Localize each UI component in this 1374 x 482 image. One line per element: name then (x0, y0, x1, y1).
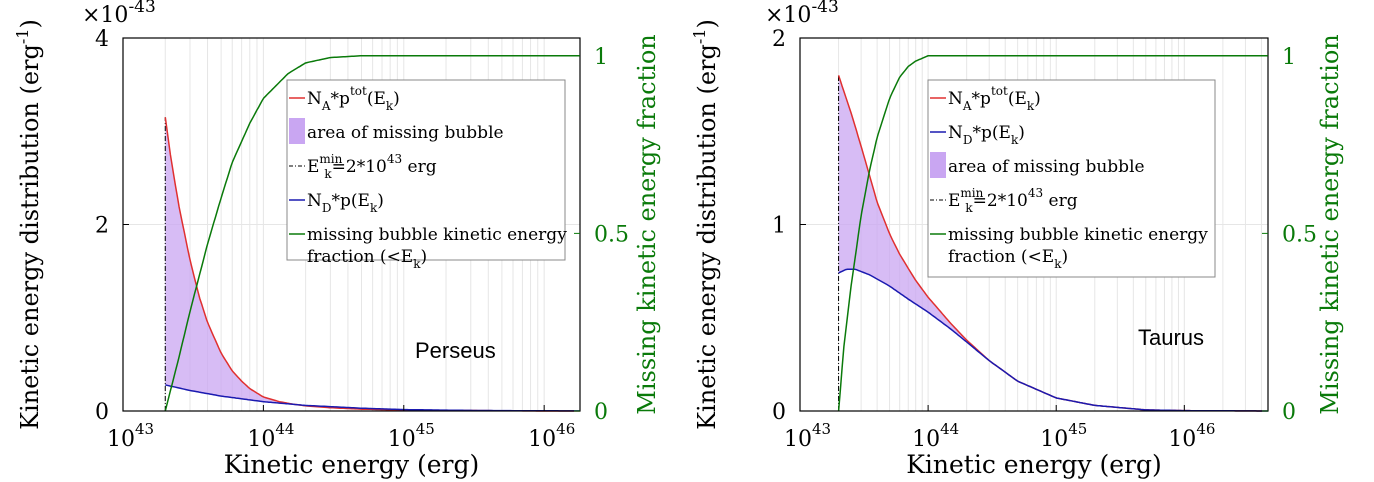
legend-label: NA*ptot(Ek) (948, 84, 1041, 113)
legend-label: Emin k=2*1043 erg (948, 186, 1078, 215)
region-annotation: Taurus (1138, 325, 1204, 350)
y-axis-label: Kinetic energy distribution (erg-1) (690, 19, 721, 430)
taurus-panel: 1043 1044 1045 1046 0 1 2 0 0.5 1 ×10-43 Kinetic en… (690, 0, 1344, 479)
x-tick-label: 1046 (1168, 420, 1215, 452)
x-axis-label: Kinetic energy (erg) (224, 450, 480, 479)
legend-entry: ND*p(Ek) (930, 123, 1025, 147)
y2-axis-label: Missing kinetic energy fraction (1316, 34, 1344, 415)
y-multiplier: ×10-43 (82, 0, 156, 28)
legend-entry: ND*p(Ek) (289, 191, 384, 215)
legend-label: ND*p(Ek) (948, 123, 1025, 147)
x-tick-label: 1044 (247, 420, 294, 452)
legend-label: NA*ptot(Ek) (307, 84, 400, 113)
legend: NA*ptot(Ek) area of missing bubble Emin k=2… (286, 79, 567, 271)
y-tick-label: 0 (95, 400, 109, 425)
legend: NA*ptot(Ek) ND*p(Ek) area of missing bubbl… (927, 79, 1216, 278)
x-tick-label: 1043 (784, 420, 831, 452)
y2-tick-label: 1 (1282, 45, 1296, 70)
y2-tick-label: 0.5 (1282, 222, 1317, 247)
x-tick-label: 1044 (912, 420, 959, 452)
legend-label: fraction (<Ek) (307, 247, 427, 271)
legend-entry: area of missing bubble (930, 152, 1145, 178)
y-tick-label: 2 (772, 27, 786, 52)
y2-tick-label: 0 (594, 400, 608, 425)
legend-label: ND*p(Ek) (307, 191, 384, 215)
region-annotation: Perseus (415, 338, 496, 363)
y-multiplier: ×10-43 (765, 0, 839, 28)
legend-box (286, 79, 566, 261)
legend-label: area of missing bubble (307, 123, 504, 143)
x-tick-label: 1046 (528, 420, 575, 452)
legend-label: area of missing bubble (948, 157, 1145, 177)
legend-entry: area of missing bubble (289, 118, 504, 144)
legend-entry: Emin k=2*1043 erg (289, 152, 437, 181)
legend-label: fraction (<Ek) (948, 247, 1068, 271)
y-tick-label: 2 (95, 214, 109, 239)
legend-entry: Emin k=2*1043 erg (930, 186, 1078, 215)
legend-key-patch (930, 152, 946, 178)
y-axis-label: Kinetic energy distribution (erg-1) (13, 19, 44, 430)
series-missing-fraction-line (164, 55, 580, 412)
legend-entry: NA*ptot(Ek) (930, 84, 1041, 113)
x-tick-label: 1043 (107, 420, 154, 452)
series-missing-fraction-line (837, 55, 1268, 412)
x-tick-label: 1045 (388, 420, 435, 452)
perseus-panel: 1043 1044 1045 1046 0 2 4 0 0.5 1 ×10-43 Kinetic en… (13, 0, 661, 479)
missing-bubble-area (165, 117, 581, 412)
x-axis-label: Kinetic energy (erg) (906, 450, 1162, 479)
y2-tick-label: 0.5 (594, 222, 629, 247)
legend-label: missing bubble kinetic energy (307, 225, 567, 245)
y-tick-label: 4 (95, 27, 109, 52)
legend-box (927, 79, 1216, 278)
x-tick-label: 1045 (1040, 420, 1087, 452)
legend-label: Emin k=2*1043 erg (307, 152, 437, 181)
y2-tick-label: 1 (594, 45, 608, 70)
legend-entry: NA*ptot(Ek) (289, 84, 400, 113)
y2-tick-label: 0 (1282, 400, 1296, 425)
legend-key-patch (289, 118, 305, 144)
legend-label: missing bubble kinetic energy (948, 225, 1208, 245)
y2-axis-label: Missing kinetic energy fraction (633, 34, 661, 415)
y-tick-label: 1 (772, 214, 786, 239)
y-tick-label: 0 (772, 400, 786, 425)
